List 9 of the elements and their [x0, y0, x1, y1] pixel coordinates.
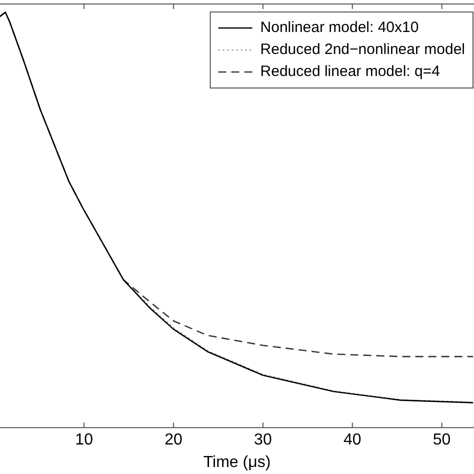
x-tick-label: 50: [432, 432, 451, 449]
legend-label: Reduced 2nd−nonlinear model: [260, 41, 465, 58]
x-tick-label: 10: [75, 432, 94, 449]
x-tick-label: 20: [164, 432, 182, 449]
legend-label: Nonlinear model: 40x10: [260, 19, 419, 36]
x-tick-label: 40: [343, 432, 362, 449]
x-tick-label: 30: [254, 432, 272, 449]
legend-label: Reduced linear model: q=4: [260, 63, 440, 80]
x-axis-title: Time (μs): [203, 454, 271, 471]
